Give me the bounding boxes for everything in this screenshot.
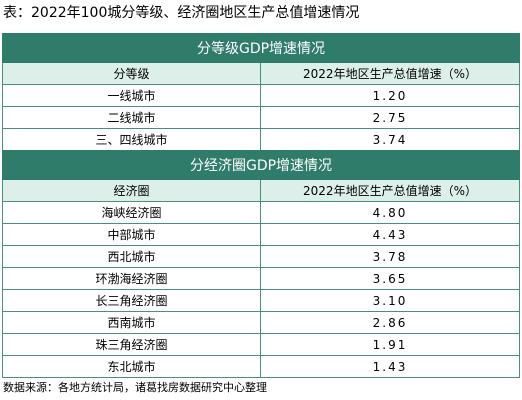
row-name-cell: 中部城市: [2, 223, 261, 246]
table-row: 珠三角经济圈 1.91: [2, 333, 521, 356]
row-value-cell: 4.43: [259, 223, 521, 246]
row-value-cell: 2.75: [259, 106, 521, 129]
row-value-cell: 3.78: [259, 245, 521, 268]
tier-header-row: 分等级 2022年地区生产总值增速（%）: [2, 62, 521, 85]
table-row: 二线城市 2.75: [2, 106, 521, 129]
row-value-cell: 3.74: [259, 128, 521, 151]
row-value-cell: 1.43: [259, 355, 521, 378]
table-row: 东北城市 1.43: [2, 355, 521, 378]
table-row: 西南城市 2.86: [2, 311, 521, 334]
table-row: 海峡经济圈 4.80: [2, 201, 521, 224]
region-col-header-name: 经济圈: [2, 179, 261, 202]
row-name-cell: 东北城市: [2, 355, 261, 378]
row-name-cell: 西北城市: [2, 245, 261, 268]
source-note: 数据来源：各地方统计局，诸葛找房数据研究中心整理: [3, 381, 267, 394]
row-name-cell: 海峡经济圈: [2, 201, 261, 224]
region-col-header-value: 2022年地区生产总值增速（%）: [259, 179, 521, 202]
row-name-cell: 二线城市: [2, 106, 261, 129]
row-value-cell: 1.91: [259, 333, 521, 356]
row-name-cell: 三、四线城市: [2, 128, 261, 151]
row-name-cell: 一线城市: [2, 84, 261, 107]
tier-section-row: 分等级GDP增速情况: [1, 33, 521, 63]
row-value-cell: 3.10: [259, 289, 521, 312]
region-section-row: 分经济圈GDP增速情况: [1, 150, 521, 180]
row-value-cell: 3.65: [259, 267, 521, 290]
row-value-cell: 4.80: [259, 201, 521, 224]
row-value-cell: 2.86: [259, 311, 521, 334]
region-gdp-table: 分经济圈GDP增速情况 经济圈 2022年地区生产总值增速（%） 海峡经济圈 4.…: [1, 150, 521, 378]
table-row: 环渤海经济圈 3.65: [2, 267, 521, 290]
row-value-cell: 1.20: [259, 84, 521, 107]
tier-col-header-value: 2022年地区生产总值增速（%）: [259, 62, 521, 85]
table-row: 西北城市 3.78: [2, 245, 521, 268]
row-name-cell: 长三角经济圈: [2, 289, 261, 312]
document-title: 表：2022年100城分等级、经济圈地区生产总值增速情况: [3, 5, 360, 21]
region-section-title: 分经济圈GDP增速情况: [1, 150, 521, 180]
region-header-row: 经济圈 2022年地区生产总值增速（%）: [2, 179, 521, 202]
table-row: 中部城市 4.43: [2, 223, 521, 246]
table-row: 长三角经济圈 3.10: [2, 289, 521, 312]
tier-section-title: 分等级GDP增速情况: [1, 33, 521, 63]
row-name-cell: 环渤海经济圈: [2, 267, 261, 290]
table-row: 一线城市 1.20: [2, 84, 521, 107]
table-row: 三、四线城市 3.74: [2, 128, 521, 151]
tier-col-header-name: 分等级: [2, 62, 261, 85]
row-name-cell: 珠三角经济圈: [2, 333, 261, 356]
row-name-cell: 西南城市: [2, 311, 261, 334]
tier-gdp-table: 分等级GDP增速情况 分等级 2022年地区生产总值增速（%） 一线城市 1.20…: [1, 33, 521, 151]
